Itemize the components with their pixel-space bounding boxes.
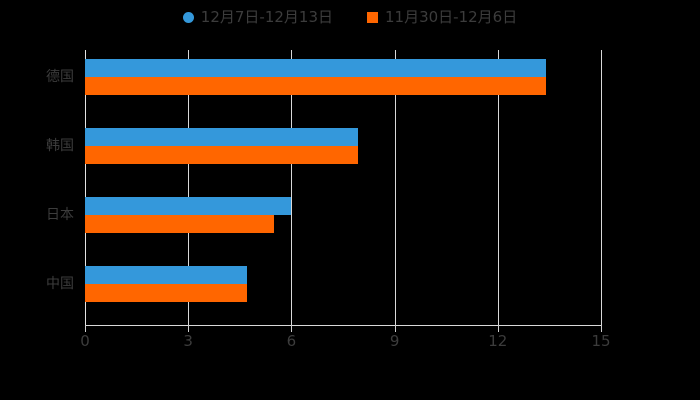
bar[interactable] bbox=[85, 196, 292, 215]
tick-mark-3 bbox=[188, 325, 190, 332]
chart-legend: 12月7日-12月13日 11月30日-12月6日 bbox=[0, 6, 700, 28]
x-axis-tick-label: 12 bbox=[488, 332, 508, 350]
bar-group bbox=[85, 196, 601, 233]
bar[interactable] bbox=[85, 59, 546, 78]
bar-group bbox=[85, 59, 601, 96]
tick-mark-12 bbox=[497, 325, 499, 332]
tick-mark-15 bbox=[601, 325, 602, 332]
x-axis-tick-label: 9 bbox=[389, 332, 400, 350]
plot-area bbox=[85, 50, 602, 325]
bar[interactable] bbox=[85, 283, 247, 302]
bar[interactable] bbox=[85, 265, 247, 284]
gridline-x-0 bbox=[85, 50, 86, 325]
bar[interactable] bbox=[85, 128, 359, 147]
bar-group bbox=[85, 265, 601, 302]
gridline-x-6 bbox=[291, 50, 293, 325]
x-axis-tick-label: 6 bbox=[286, 332, 297, 350]
y-axis-category-label: 德国 bbox=[46, 69, 74, 86]
y-axis-category-label: 韩国 bbox=[46, 138, 74, 155]
y-axis-category-label: 日本 bbox=[46, 206, 74, 223]
bar[interactable] bbox=[85, 77, 546, 96]
legend-circle-marker-icon bbox=[182, 11, 194, 23]
x-axis-tick-label: 15 bbox=[591, 332, 611, 350]
legend-entry-series-0[interactable]: 12月7日-12月13日 bbox=[182, 7, 333, 26]
y-axis-category-label: 中国 bbox=[46, 275, 74, 292]
x-axis-tick-label: 0 bbox=[80, 332, 90, 350]
x-axis-tick-label: 3 bbox=[183, 332, 193, 350]
gridline-x-15 bbox=[601, 50, 602, 325]
legend-label-series-0: 12月7日-12月13日 bbox=[200, 7, 333, 26]
legend-square-marker-icon bbox=[367, 11, 378, 23]
bar[interactable] bbox=[85, 146, 359, 165]
gridline-x-3 bbox=[188, 50, 190, 325]
tick-mark-6 bbox=[291, 325, 293, 332]
x-axis-labels: 0 3 6 9 12 15 bbox=[0, 334, 700, 356]
bar-group bbox=[85, 128, 601, 165]
tick-mark-0 bbox=[85, 325, 86, 332]
legend-entry-series-1[interactable]: 11月30日-12月6日 bbox=[367, 7, 518, 26]
y-axis-labels: 德国 韩国 日本 中国 bbox=[0, 50, 700, 325]
legend-label-series-1: 11月30日-12月6日 bbox=[385, 7, 518, 26]
gridline-x-12 bbox=[497, 50, 499, 325]
x-axis-line bbox=[85, 325, 602, 326]
tick-mark-9 bbox=[394, 325, 396, 332]
bar[interactable] bbox=[85, 214, 275, 233]
gridline-x-9 bbox=[394, 50, 396, 325]
